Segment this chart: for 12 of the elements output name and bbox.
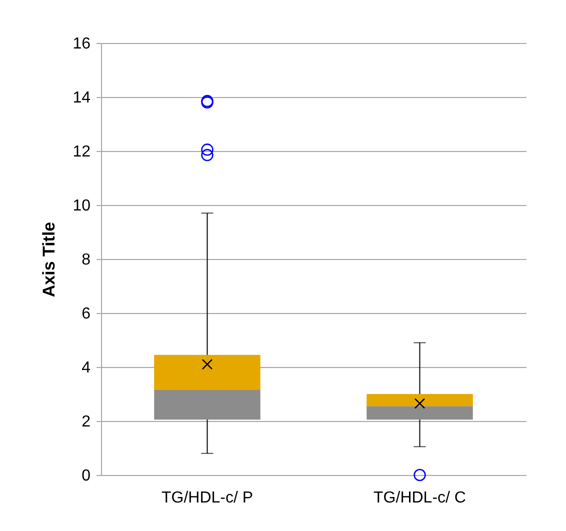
y-tick-label: 12	[72, 144, 91, 160]
y-tick-label: 4	[82, 360, 91, 376]
y-tick-label: 2	[82, 414, 91, 430]
x-tick-label: TG/HDL-c/ P	[161, 490, 254, 506]
y-tick-label: 8	[82, 252, 91, 268]
y-tick-label: 6	[82, 306, 91, 322]
y-tick-label: 10	[72, 198, 91, 214]
y-tick-label: 0	[82, 468, 91, 484]
y-tick-label: 14	[72, 90, 91, 106]
x-tick-label: TG/HDL-c/ C	[374, 490, 466, 506]
y-tick-label: 16	[72, 36, 91, 52]
y-axis-title: Axis Title	[40, 222, 59, 298]
